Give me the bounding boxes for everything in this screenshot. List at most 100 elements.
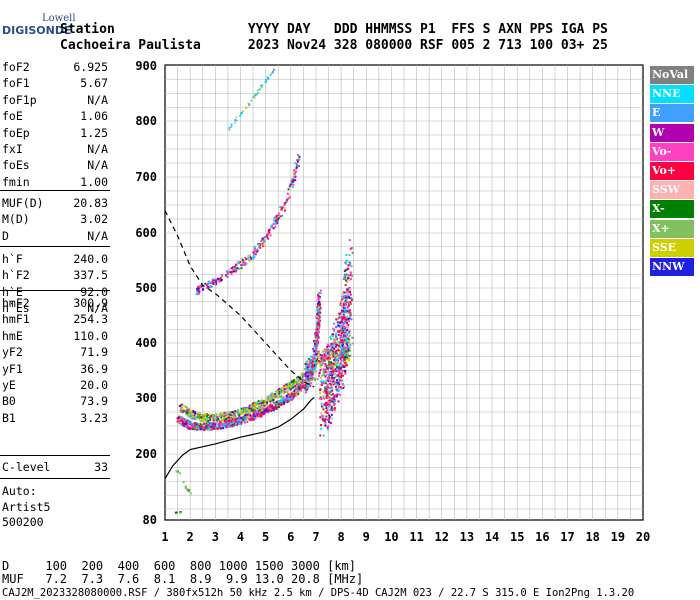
echo-point-third-hop bbox=[265, 80, 268, 82]
echo-point-x bbox=[235, 410, 238, 413]
echo-point-o bbox=[315, 359, 318, 362]
echo-point-x bbox=[263, 402, 266, 405]
echo-point-o-upper bbox=[329, 336, 332, 339]
echo-point-o-upper bbox=[319, 396, 322, 399]
echo-point-o bbox=[218, 424, 221, 427]
echo-point-o bbox=[277, 400, 280, 403]
echo-point-x bbox=[319, 361, 322, 364]
echo-point-o-upper bbox=[344, 318, 347, 321]
echo-point-o bbox=[184, 424, 187, 427]
echo-point-x bbox=[269, 399, 272, 402]
param-ye: yE 20.0 bbox=[2, 378, 108, 394]
echo-point-o bbox=[313, 333, 316, 336]
echo-point-o-upper bbox=[343, 334, 346, 337]
echo-point-o-upper bbox=[322, 395, 325, 398]
echo-point-o-upper bbox=[335, 381, 338, 384]
echo-point-third-hop bbox=[269, 74, 272, 76]
echo-point-x bbox=[185, 411, 188, 414]
param-key: hmF1 bbox=[2, 312, 30, 327]
echo-point-x bbox=[284, 388, 287, 391]
echo-point-o bbox=[269, 404, 272, 407]
echo-point-x bbox=[227, 418, 230, 421]
echo-point-o-upper bbox=[333, 359, 336, 362]
echo-point-x bbox=[225, 417, 228, 420]
echo-point-o bbox=[291, 392, 294, 395]
auto-l3: 500200 bbox=[2, 515, 44, 529]
echo-point-o-upper bbox=[347, 296, 350, 299]
echo-point-o bbox=[316, 332, 319, 335]
echo-point-o-upper bbox=[344, 273, 347, 276]
echo-point-x bbox=[258, 401, 261, 404]
echo-point-o-upper bbox=[351, 251, 354, 254]
echo-point-x bbox=[346, 356, 349, 359]
echo-point-x bbox=[318, 372, 321, 375]
echo-point-o-upper bbox=[327, 357, 330, 360]
echo-point-o-upper bbox=[342, 364, 345, 367]
echo-point-o-upper bbox=[335, 332, 338, 335]
echo-point-multihop bbox=[292, 171, 295, 174]
echo-point-o-upper bbox=[329, 398, 332, 401]
echo-point-o bbox=[309, 360, 312, 363]
echo-point-third-hop bbox=[239, 115, 241, 117]
echo-point-o bbox=[208, 422, 211, 425]
echo-point-x bbox=[277, 393, 280, 396]
echo-point-o bbox=[272, 407, 275, 410]
echo-point-multihop bbox=[197, 287, 200, 290]
echo-point-x bbox=[214, 420, 217, 423]
echo-point-multihop bbox=[248, 258, 251, 261]
echo-point-o bbox=[188, 420, 191, 423]
echo-point-o-upper bbox=[343, 359, 346, 362]
echo-point-o bbox=[190, 427, 193, 430]
echo-point-third-hop bbox=[267, 77, 269, 80]
echo-point-x bbox=[253, 403, 256, 406]
echo-point-x bbox=[283, 390, 286, 393]
echo-point-o bbox=[236, 420, 239, 423]
param-key: fxI bbox=[2, 142, 23, 156]
echo-point-o-upper bbox=[336, 379, 339, 382]
echo-point-x bbox=[229, 415, 232, 418]
echo-point-o-upper bbox=[322, 356, 325, 359]
echo-point-multihop bbox=[283, 202, 286, 205]
echo-point-x bbox=[336, 352, 339, 355]
param-value: 1.25 bbox=[80, 125, 108, 140]
echo-point-o bbox=[239, 419, 242, 422]
echo-point-multihop bbox=[292, 179, 295, 182]
echo-point-o bbox=[207, 424, 210, 427]
echo-point-x bbox=[205, 417, 208, 420]
echo-point-o-upper bbox=[333, 407, 336, 410]
echo-point-o-upper bbox=[324, 370, 327, 373]
echo-point-o-upper bbox=[345, 348, 348, 351]
echo-point-x bbox=[318, 362, 321, 365]
echo-point-x bbox=[314, 370, 317, 373]
echo-point-o-upper bbox=[340, 330, 343, 333]
echo-point-x bbox=[234, 415, 237, 418]
echo-point-o-upper bbox=[330, 393, 333, 396]
echo-point-o bbox=[314, 334, 317, 337]
echo-point-o-upper bbox=[342, 365, 345, 368]
echo-point-x bbox=[245, 409, 248, 412]
echo-point-o-upper bbox=[334, 350, 337, 353]
echo-point-o bbox=[240, 416, 243, 419]
echo-point-x bbox=[289, 382, 292, 385]
x-tick-label: 7 bbox=[312, 530, 319, 544]
echo-point-x bbox=[187, 413, 190, 416]
echo-point-x bbox=[290, 382, 293, 385]
echo-point-o bbox=[305, 370, 308, 373]
echo-point-o-upper bbox=[335, 355, 338, 358]
echo-point-x bbox=[254, 405, 257, 408]
echo-point-o-upper bbox=[329, 380, 332, 383]
echo-point-o bbox=[252, 412, 255, 415]
param-key: foE bbox=[2, 109, 23, 124]
echo-point-x bbox=[347, 337, 350, 340]
echo-point-x bbox=[323, 350, 326, 353]
echo-point-o bbox=[197, 423, 200, 426]
echo-point-o-upper bbox=[329, 393, 332, 396]
echo-point-o bbox=[284, 400, 287, 403]
echo-point-o-upper bbox=[338, 386, 341, 389]
echo-point-x bbox=[322, 358, 325, 361]
echo-point-o-upper bbox=[341, 369, 344, 372]
echo-point-o bbox=[310, 355, 313, 358]
echo-point-multihop bbox=[197, 292, 200, 295]
echo-point-o-upper bbox=[319, 397, 322, 400]
echo-point-x bbox=[270, 400, 273, 403]
